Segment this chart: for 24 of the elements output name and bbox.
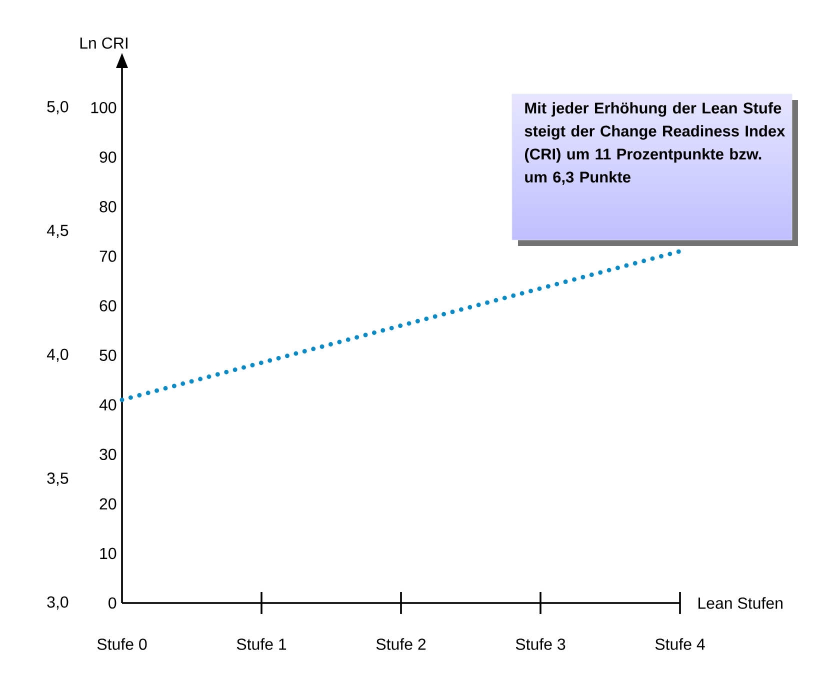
x-tick-label: Stufe 0 [97, 638, 147, 650]
y-tick-label: 30 [100, 448, 116, 460]
y-tick-label: 90 [100, 151, 116, 163]
x-tick-label: Stufe 2 [376, 638, 426, 650]
x-tick-label: Stufe 4 [655, 638, 705, 650]
x-axis-title: Lean Stufen [698, 597, 782, 609]
y-tick-label: 40 [99, 399, 116, 410]
y-tick-label: 10 [100, 548, 116, 560]
y2-tick-label: 3,0 [47, 596, 68, 610]
y-tick-label: 0 [108, 597, 116, 609]
y2-tick-label: 4,5 [46, 224, 68, 238]
y-tick-label: 80 [100, 201, 116, 212]
y2-tick-label: 4,0 [46, 348, 68, 362]
y-axis-title: Ln CRI [80, 37, 128, 49]
x-tick-label: Stufe 3 [516, 638, 566, 650]
y-tick-label: 60 [100, 300, 116, 312]
y2-tick-label: 3,5 [47, 472, 68, 486]
y2-tick-label: 5,0 [47, 101, 68, 114]
y-tick-label: 100 [91, 102, 116, 114]
y-tick-label: 70 [100, 250, 116, 262]
y-tick-label: 20 [100, 498, 116, 510]
annotation: Mit jeder Erhöhung der Lean Stufe steigt der Change Readiness Index (CRI) um 11 Prozentpunkte bzw. um 6,3 Punkte [524, 102, 786, 185]
x-tick-label: Stufe 1 [236, 638, 286, 650]
y-tick-label: 50 [100, 350, 116, 361]
